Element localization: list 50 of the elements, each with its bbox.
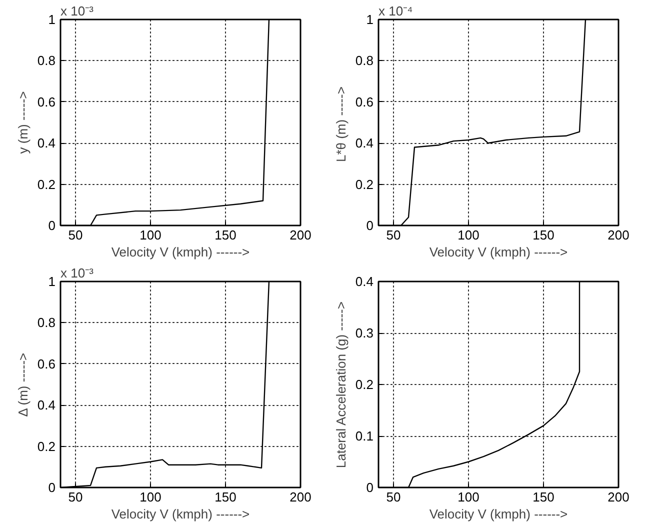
y-tick-label: 0.8 [37,315,56,330]
x-tick-label: 150 [214,228,236,242]
x-tick-label: 50 [386,228,401,242]
x-tick-label: 100 [458,490,480,504]
y-axis-title: L*θ (m) -----> [333,86,348,162]
x-tick-label: 200 [290,228,312,242]
x-tick-label: 100 [458,228,480,242]
x-tick-label: 50 [68,490,83,504]
y-tick-label: 0.6 [355,94,374,110]
x-tick-label: 100 [140,228,162,242]
x-tick-label: 200 [290,490,312,504]
y-tick-label: 0.4 [37,398,56,413]
x-tick-label: 200 [608,228,630,242]
y-axis-title: y (m) -----> [15,91,30,154]
text: x 10⁻³ [60,266,94,280]
y-tick-label: 0.2 [355,377,374,392]
x-tick-label: 200 [608,490,630,504]
y-tick-label: 0.2 [37,438,56,454]
x-tick-label: 100 [140,490,162,504]
x-axis-title: Velocity V (kmph) ------> [429,506,568,522]
y-axis-title: Lateral Acceleration (g) -----> [333,302,348,468]
x-tick-label: 150 [532,228,554,242]
y-tick-label: 0.4 [37,136,56,151]
y-tick-label: 0.2 [37,176,56,192]
y-tick-label: 0.1 [355,428,374,444]
y-tick-label: 0.8 [37,53,56,68]
y-tick-label: 0.2 [355,176,374,192]
text: x 10⁻⁴ [378,4,413,18]
y-tick-label: 0 [48,480,56,495]
y-axis-title: Δ (m) -----> [15,352,30,417]
x-axis-title: Velocity V (kmph) ------> [111,244,250,260]
x-axis-title: Velocity V (kmph) ------> [111,506,250,522]
y-tick-label: 0.6 [37,94,56,110]
y-tick-label: 0 [366,218,374,233]
y-tick-label: 0.3 [355,326,374,340]
y-tick-label: 1 [48,274,56,289]
x-tick-label: 150 [214,490,236,504]
text: x 10⁻³ [60,4,94,18]
y-tick-label: 0 [366,480,374,495]
x-tick-label: 50 [68,228,83,242]
y-tick-label: 1 [366,12,374,27]
x-tick-label: 150 [532,490,554,504]
y-tick-label: 0.4 [355,274,374,289]
y-tick-label: 0 [48,218,56,233]
y-tick-label: 0.8 [355,53,374,68]
y-tick-label: 0.6 [37,356,56,372]
x-tick-label: 50 [386,490,401,504]
x-axis-title: Velocity V (kmph) ------> [429,244,568,260]
y-tick-label: 0.4 [355,136,374,151]
y-tick-label: 1 [48,12,56,27]
